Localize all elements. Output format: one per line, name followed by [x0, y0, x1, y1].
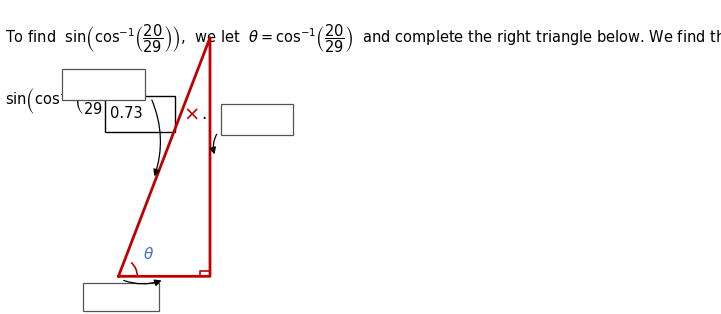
Text: $\sin\!\left(\cos^{-1}\!\left(\dfrac{20}{29}\right)\right) = $: $\sin\!\left(\cos^{-1}\!\left(\dfrac{20}… — [5, 85, 137, 117]
Text: .: . — [201, 105, 206, 123]
FancyBboxPatch shape — [84, 283, 159, 311]
FancyBboxPatch shape — [62, 69, 146, 100]
FancyBboxPatch shape — [105, 96, 175, 132]
Text: $\times$: $\times$ — [183, 104, 199, 123]
FancyBboxPatch shape — [221, 104, 293, 135]
Text: To find  $\sin\!\left(\cos^{-1}\!\left(\dfrac{20}{29}\right)\right)$,  we let  $: To find $\sin\!\left(\cos^{-1}\!\left(\d… — [5, 22, 721, 55]
Text: $\theta$: $\theta$ — [143, 246, 154, 262]
Text: 0.73: 0.73 — [110, 106, 143, 121]
